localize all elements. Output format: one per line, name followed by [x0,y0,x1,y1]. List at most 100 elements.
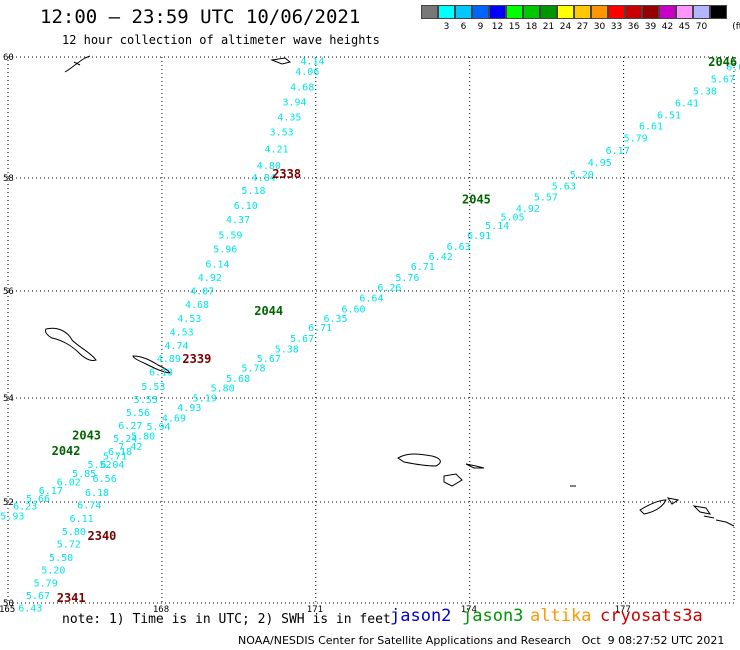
lon-tick-label: 168 [153,605,169,615]
swh-label: 6.60 [341,304,365,315]
semichi-island [465,463,485,469]
legend-label: 70 [695,22,708,32]
swh-label: 5.24 [113,434,137,445]
swh-label: 5.67 [257,354,281,365]
lat-tick-label: 54 [3,394,14,404]
pass-time: 2339 [182,352,211,366]
swh-label: 5.55 [134,395,158,406]
lat-tick-label: 56 [3,287,14,297]
swh-label: 5.20 [570,170,594,181]
legend-swatch [710,5,727,19]
swh-label: 5.05 [500,212,524,223]
swh-label: 4.95 [588,158,612,169]
swh-label: 4.68 [185,300,209,311]
swh-label: 5.76 [395,273,419,284]
lon-tick-label: 177 [615,605,631,615]
altimeter-tracks: 4.144.06 4.68 3.94 4.35 3.53 4.21 4.804.84 5.18… [0,56,740,615]
swh-label: 6.02 [57,477,81,488]
swh-label: 6.74 [77,501,101,512]
swh-label: 5.56 [126,408,150,419]
swh-label: 5.78 [241,363,265,374]
swh-label: 5.19 [193,394,217,405]
swh-label: 5.79 [34,578,58,589]
swh-label: 4.21 [265,145,289,156]
bering-island [45,327,97,361]
islet-east [715,519,735,527]
legend-label: 39 [644,22,657,32]
swh-label: 5.94 [147,422,171,433]
swh-label: 6.04 [100,460,124,471]
legend-swatch [421,5,438,19]
legend-label: 42 [661,22,674,32]
small-island [270,57,292,65]
swh-label: 5.67 [711,74,735,85]
swh-label: 4.80 [257,161,281,172]
swh-label: 5.68 [226,374,250,385]
swh-label: 4.07 [190,287,214,298]
swh-label: 5.85 [72,469,96,480]
swh-label: 6.51 [657,111,681,122]
little-sitkin [703,515,715,519]
legend-label: 27 [576,22,589,32]
swh-label: 5.72 [57,539,81,550]
swh-label: 6.43 [18,604,42,615]
swh-label: 6.64 [359,294,383,305]
legend-swatch [574,5,591,19]
pass-time: 2341 [57,591,86,605]
legend-swatch [489,5,506,19]
legend-swatch [557,5,574,19]
swh-label: 4.74 [164,341,188,352]
pass-time: 2042 [52,444,81,458]
swh-label: 4.93 [177,403,201,414]
swh-label: 6.91 [467,231,491,242]
swh-label: 6.71 [411,262,435,273]
swh-label: 3.53 [270,128,294,139]
swh-label: 5.20 [41,566,65,577]
swh-label: 6.71 [308,323,332,334]
pass-time: 2045 [462,192,491,206]
swh-label: 5.53 [141,382,165,393]
swh-label: 4.37 [226,215,250,226]
swh-label: 5.71 [103,451,127,462]
swh-label: 5.96 [213,245,237,256]
credit-line: NOAA/NESDIS Center for Satellite Applica… [238,634,725,647]
swh-label: 4.35 [277,113,301,124]
legend-swatch [506,5,523,19]
kiska-island [639,499,667,515]
legend-swatch [591,5,608,19]
legend-label: 30 [593,22,606,32]
legend-swatch [472,5,489,19]
swh-label: 6.14 [206,259,230,270]
satellite-jason3: jason3 [462,606,524,626]
legend-label: 18 [525,22,538,32]
swh-label: 6.13 [149,368,173,379]
coastline [45,55,735,527]
legend-label: 3 [443,22,450,32]
lat-tick-label: 58 [3,174,14,184]
legend-swatch [693,5,710,19]
swh-label: 5.59 [218,230,242,241]
swh-label: 6.41 [675,99,699,110]
swh-label: 5.50 [49,553,73,564]
swh-label: 6.18 [85,488,109,499]
swh-label: 6.17 [39,486,63,497]
swh-label: 4.53 [170,327,194,338]
legend-swatch [608,5,625,19]
lon-tick-label: 171 [307,605,323,615]
swh-label: 6.23 [13,502,37,513]
swh-label: 4.53 [177,314,201,325]
swh-label: 5.80 [211,384,235,395]
swh-label: 6.11 [70,514,94,525]
legend-label: 12 [491,22,504,32]
swh-label: 5.93 [0,512,24,523]
legend-label: 45 [678,22,691,32]
swh-label: 4.89 [157,354,181,365]
lat-tick-label: 50 [3,599,14,609]
satellite-jason2: jason2 [390,606,452,626]
swh-label: 6.35 [323,314,347,325]
legend-swatch [642,5,659,19]
swh-label: 5.80 [62,527,86,538]
swh-label: 7.42 [118,442,142,453]
kamchatka-coast [64,55,91,73]
